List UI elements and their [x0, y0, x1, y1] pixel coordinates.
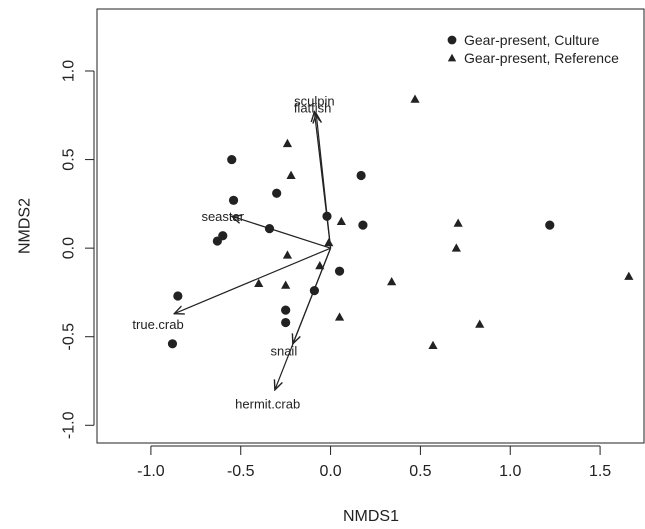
- point-culture: [272, 188, 282, 198]
- point-culture: [358, 220, 368, 230]
- point-reference: [282, 250, 293, 259]
- vector-label-hermit-crab: hermit.crab: [235, 397, 300, 412]
- y-axis: -1.0 -0.5 0.0 0.5 1.0: [61, 60, 95, 439]
- point-culture: [227, 154, 237, 165]
- point-culture: [334, 266, 345, 276]
- plot-frame: [96, 8, 645, 444]
- point-reference: [334, 312, 345, 321]
- point-culture: [281, 305, 291, 315]
- x-tick-label: 1.5: [589, 463, 611, 480]
- point-reference: [254, 278, 264, 288]
- y-tick-label: -0.5: [61, 323, 78, 351]
- series-culture: [167, 154, 555, 349]
- vector-label-flatfish: flatfish: [294, 101, 332, 116]
- vector-label-sculpin: sculpin: [294, 94, 334, 109]
- vector-arrow-true-crab: [174, 247, 331, 314]
- point-culture: [356, 170, 366, 181]
- point-culture: [545, 220, 555, 230]
- point-reference: [410, 94, 420, 103]
- x-axis-title: NMDS1: [343, 508, 399, 525]
- point-reference: [387, 276, 397, 286]
- y-tick-label: -1.0: [61, 411, 78, 439]
- legend-item: Gear-present, Culture: [447, 32, 600, 48]
- y-axis-title: NMDS2: [17, 198, 34, 254]
- point-reference: [475, 319, 485, 328]
- point-culture: [309, 286, 320, 296]
- vector-arrow-flatfish: [316, 114, 332, 249]
- point-reference: [315, 261, 325, 270]
- point-culture: [228, 195, 239, 205]
- point-reference: [451, 243, 461, 252]
- series-reference: [254, 94, 634, 350]
- point-reference: [282, 138, 293, 148]
- point-reference: [286, 170, 296, 179]
- vector-arrow-seastar: [232, 216, 331, 249]
- point-culture: [281, 317, 291, 328]
- y-tick-label: 1.0: [61, 60, 78, 82]
- x-tick-label: 1.0: [499, 463, 521, 480]
- point-reference: [324, 237, 334, 247]
- envfit-vectors: [174, 112, 332, 390]
- x-axis: -1.0 -0.5 0.0 0.5 1.0 1.5: [137, 445, 611, 480]
- x-tick-label: 0.0: [319, 463, 341, 480]
- legend-item: Gear-present, Reference: [447, 50, 619, 66]
- x-tick-label: -1.0: [137, 463, 165, 480]
- x-tick-label: 0.5: [409, 463, 431, 480]
- vector-label-seastar: seastar: [201, 209, 244, 224]
- legend-circle-icon: [447, 35, 457, 45]
- legend-triangle-icon: [447, 53, 457, 62]
- point-reference: [281, 280, 291, 289]
- point-reference: [428, 340, 438, 350]
- point-reference: [453, 218, 463, 227]
- vector-label-true-crab: true.crab: [132, 317, 183, 332]
- y-tick-label: 0.0: [61, 237, 78, 259]
- point-culture: [167, 339, 178, 349]
- point-culture: [173, 291, 183, 301]
- point-reference: [336, 216, 346, 226]
- legend: Gear-present, Culture Gear-present, Refer…: [447, 32, 619, 66]
- point-reference: [624, 271, 634, 280]
- x-tick-label: -0.5: [227, 463, 255, 480]
- legend-label: Gear-present, Reference: [464, 50, 619, 66]
- legend-label: Gear-present, Culture: [464, 32, 600, 48]
- point-culture: [264, 224, 275, 234]
- point-culture: [322, 211, 332, 221]
- y-tick-label: 0.5: [61, 148, 78, 170]
- vector-arrow-hermit-crab: [275, 247, 332, 390]
- vector-label-snail: snail: [270, 343, 297, 358]
- point-culture: [212, 236, 222, 246]
